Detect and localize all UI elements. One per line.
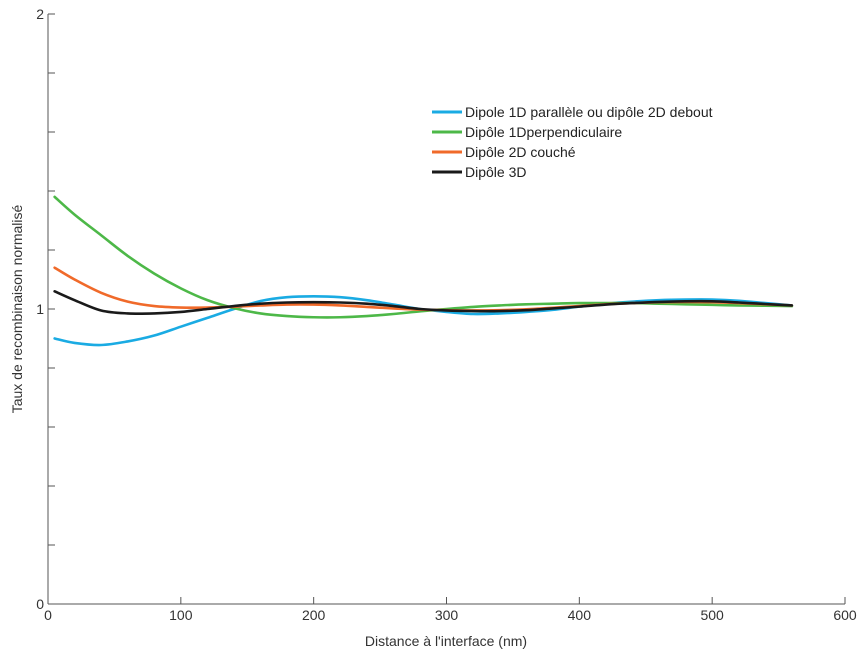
dipole-1d-perpendicular-line: [53, 195, 794, 319]
legend-label: Dipôle 3D: [465, 164, 526, 180]
dipole-3d-line: [53, 290, 794, 316]
x-tick-label: 0: [44, 607, 52, 623]
x-tick-label: 200: [302, 607, 326, 623]
legend: Dipole 1D parallèle ou dipôle 2D debout D…: [432, 104, 713, 180]
x-axis-title: Distance à l'interface (nm): [365, 633, 527, 649]
y-tick-label: 1: [36, 301, 44, 317]
x-tick-label: 400: [568, 607, 592, 623]
y-ticks: 0 1 2: [36, 6, 55, 612]
x-tick-label: 100: [169, 607, 193, 623]
legend-label: Dipôle 1Dperpendiculaire: [465, 124, 622, 140]
x-tick-label: 600: [833, 607, 857, 623]
series-group: [53, 195, 794, 347]
y-tick-label: 2: [36, 6, 44, 22]
legend-label: Dipole 1D parallèle ou dipôle 2D debout: [465, 104, 713, 120]
x-tick-label: 500: [700, 607, 724, 623]
legend-label: Dipôle 2D couché: [465, 144, 576, 160]
y-axis-title: Taux de recombinaison normalisé: [9, 205, 25, 414]
legend-item-dipole-2d-lying: Dipôle 2D couché: [432, 144, 576, 160]
y-tick-label: 0: [36, 596, 44, 612]
legend-item-dipole-1d-parallel: Dipole 1D parallèle ou dipôle 2D debout: [432, 104, 713, 120]
x-tick-label: 300: [435, 607, 459, 623]
x-ticks: 0 100 200 300 400 500 600: [44, 597, 857, 623]
legend-item-dipole-1d-perpendicular: Dipôle 1Dperpendiculaire: [432, 124, 622, 140]
legend-item-dipole-3d: Dipôle 3D: [432, 164, 526, 180]
